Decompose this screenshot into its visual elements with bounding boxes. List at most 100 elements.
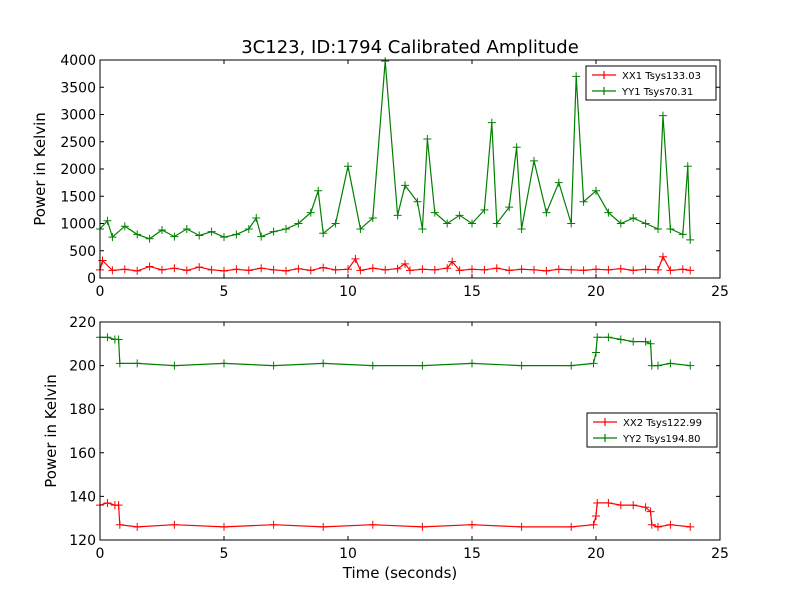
data-point-2-1-16 <box>589 520 598 529</box>
data-point-1-2-53 <box>641 219 650 228</box>
y-tick-label-1-5: 2000 <box>60 162 96 178</box>
data-point-1-1-4 <box>120 265 129 274</box>
y-tick-label-2-2: 140 <box>69 489 96 505</box>
data-point-2-1-21 <box>629 501 638 510</box>
x-tick-label-2-2: 5 <box>220 546 229 562</box>
data-point-1-2-30 <box>413 197 422 206</box>
x-tick-label-2-6: 25 <box>711 546 729 562</box>
data-point-1-2-24 <box>344 162 352 171</box>
data-point-2-2-21 <box>629 337 638 346</box>
data-point-1-1-52 <box>666 266 675 275</box>
data-point-1-2-17 <box>269 227 278 236</box>
data-point-1-2-32 <box>423 135 432 144</box>
data-point-2-1-27 <box>686 522 695 531</box>
data-point-1-1-45 <box>592 265 600 274</box>
data-point-1-1-6 <box>145 262 154 271</box>
data-point-1-2-41 <box>512 143 521 152</box>
data-point-2-1-5 <box>115 520 124 529</box>
x-tick-label-1-3: 10 <box>339 284 357 300</box>
data-point-1-1-41 <box>542 266 551 275</box>
data-point-2-1-22 <box>641 503 650 512</box>
x-tick-label-2-1: 0 <box>96 546 105 562</box>
data-point-1-2-33 <box>430 208 439 217</box>
data-point-1-1-43 <box>567 265 576 274</box>
data-point-1-2-45 <box>554 178 563 187</box>
top-chart: 0 5 10 15 20 25 0 500 1000 1500 2000 2500 3000 3500 40… <box>31 53 729 300</box>
data-point-1-1-46 <box>604 265 613 274</box>
data-point-1-2-27 <box>381 57 390 66</box>
data-point-1-2-35 <box>455 211 464 220</box>
data-point-1-2-48 <box>579 197 588 206</box>
data-point-1-2-12 <box>220 233 228 242</box>
data-point-1-1-24 <box>356 266 365 275</box>
y-tick-label-1-3: 1000 <box>60 217 96 233</box>
data-point-1-1-17 <box>282 266 290 275</box>
legend-2 <box>586 412 718 448</box>
data-point-1-2-31 <box>418 224 427 233</box>
data-point-1-2-29 <box>401 181 410 190</box>
data-point-1-2-40 <box>505 203 514 212</box>
data-point-1-2-34 <box>443 219 452 228</box>
legend-swatch-1-1 <box>592 71 616 79</box>
data-point-1-1-25 <box>368 264 377 273</box>
data-point-1-2-54 <box>654 224 662 233</box>
legend-label-1-2: YY1 Tsys70.31 <box>621 87 693 98</box>
y-tick-label-1-7: 3000 <box>60 108 96 124</box>
data-point-1-1-14 <box>244 266 253 275</box>
data-point-2-1-8 <box>220 522 228 531</box>
data-point-1-1-36 <box>480 265 489 274</box>
data-point-1-1-8 <box>170 264 179 273</box>
y-axis-label-2: Power in Kelvin <box>42 374 60 488</box>
data-point-1-2-21 <box>314 186 323 195</box>
plot-frame-2 <box>99 321 721 541</box>
data-point-1-1-35 <box>468 265 476 274</box>
legend-swatch-2-1 <box>593 418 617 426</box>
data-point-2-2-19 <box>604 333 613 342</box>
data-point-1-2-8 <box>170 232 179 241</box>
y-tick-label-1-4: 1500 <box>60 189 96 205</box>
y-tick-label-1-1: 0 <box>87 271 96 287</box>
x-tick-label-1-6: 25 <box>711 284 729 300</box>
data-point-1-1-5 <box>133 266 142 275</box>
data-point-1-1-48 <box>629 266 638 275</box>
data-point-2-1-6 <box>133 522 142 531</box>
figure-title: 3C123, ID:1794 Calibrated Amplitude <box>241 37 579 58</box>
data-point-1-1-39 <box>517 265 526 274</box>
data-point-2-2-2 <box>103 333 112 342</box>
data-point-1-2-42 <box>517 224 526 233</box>
data-point-1-1-40 <box>530 265 538 274</box>
data-point-1-1-11 <box>207 265 216 274</box>
data-point-1-2-7 <box>158 226 166 235</box>
data-point-1-2-28 <box>393 211 402 220</box>
data-point-2-2-9 <box>269 361 278 370</box>
data-point-1-1-54 <box>686 266 695 275</box>
data-point-1-1-12 <box>220 266 228 275</box>
data-point-2-1-19 <box>604 498 613 507</box>
data-point-1-1-47 <box>616 264 625 273</box>
legend-label-2-1: XX2 Tsys122.99 <box>623 418 702 429</box>
data-point-1-1-38 <box>505 266 514 275</box>
x-axis-label-2: Time (seconds) <box>342 564 458 582</box>
data-point-2-2-11 <box>368 361 377 370</box>
data-point-1-1-53 <box>678 265 687 274</box>
data-point-1-2-20 <box>306 208 315 217</box>
data-point-2-2-14 <box>517 361 526 370</box>
data-point-2-1-9 <box>269 520 278 529</box>
data-point-1-2-58 <box>683 162 692 171</box>
data-point-1-2-44 <box>542 208 551 217</box>
data-point-1-2-23 <box>331 219 340 228</box>
data-point-2-2-18 <box>593 333 602 342</box>
y-tick-label-2-3: 160 <box>69 446 96 462</box>
data-point-1-2-4 <box>120 222 129 231</box>
data-point-2-1-4 <box>114 501 123 510</box>
data-point-1-1-42 <box>554 265 563 274</box>
data-point-1-2-52 <box>629 214 638 223</box>
data-point-1-2-15 <box>252 214 261 223</box>
y-tick-label-1-6: 2500 <box>60 135 96 151</box>
data-point-1-1-19 <box>306 266 315 275</box>
data-point-1-2-59 <box>686 235 695 244</box>
data-point-1-2-5 <box>133 230 142 239</box>
data-point-2-1-17 <box>592 512 600 521</box>
data-point-2-1-14 <box>517 522 526 531</box>
